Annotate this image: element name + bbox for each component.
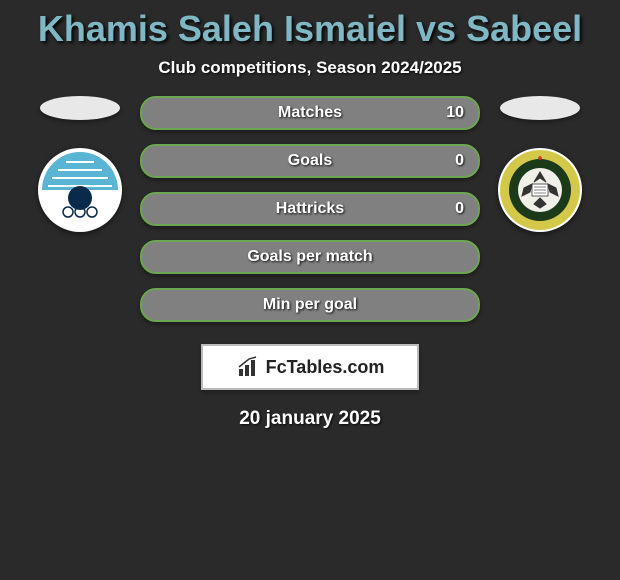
- left-column: [30, 96, 130, 232]
- page-title: Khamis Saleh Ismaiel vs Sabeel: [0, 8, 620, 50]
- stat-value: 0: [455, 200, 464, 218]
- right-column: [490, 96, 590, 232]
- stat-row-goals: Goals 0: [140, 144, 480, 178]
- stat-value: 10: [446, 104, 464, 122]
- stat-row-min-per-goal: Min per goal: [140, 288, 480, 322]
- stat-row-hattricks: Hattricks 0: [140, 192, 480, 226]
- brand-box[interactable]: FcTables.com: [201, 344, 419, 390]
- right-badge-icon: [498, 148, 582, 232]
- season-subtitle: Club competitions, Season 2024/2025: [0, 58, 620, 78]
- stat-row-matches: Matches 10: [140, 96, 480, 130]
- brand-text: FcTables.com: [266, 357, 385, 378]
- left-club-badge: [38, 148, 122, 232]
- stat-row-goals-per-match: Goals per match: [140, 240, 480, 274]
- comparison-card: Khamis Saleh Ismaiel vs Sabeel Club comp…: [0, 8, 620, 580]
- stat-label: Matches: [278, 104, 342, 122]
- main-row: Matches 10 Goals 0 Hattricks 0 Goals per…: [0, 96, 620, 322]
- stat-label: Goals: [288, 152, 332, 170]
- stat-label: Hattricks: [276, 200, 344, 218]
- stat-label: Min per goal: [263, 296, 357, 314]
- left-dash: [40, 96, 120, 120]
- stat-label: Goals per match: [247, 248, 372, 266]
- date-text: 20 january 2025: [0, 408, 620, 430]
- stat-value: 0: [455, 152, 464, 170]
- chart-icon: [236, 355, 260, 379]
- right-club-badge: [498, 148, 582, 232]
- left-badge-icon: [38, 148, 122, 232]
- stats-column: Matches 10 Goals 0 Hattricks 0 Goals per…: [140, 96, 480, 322]
- right-dash: [500, 96, 580, 120]
